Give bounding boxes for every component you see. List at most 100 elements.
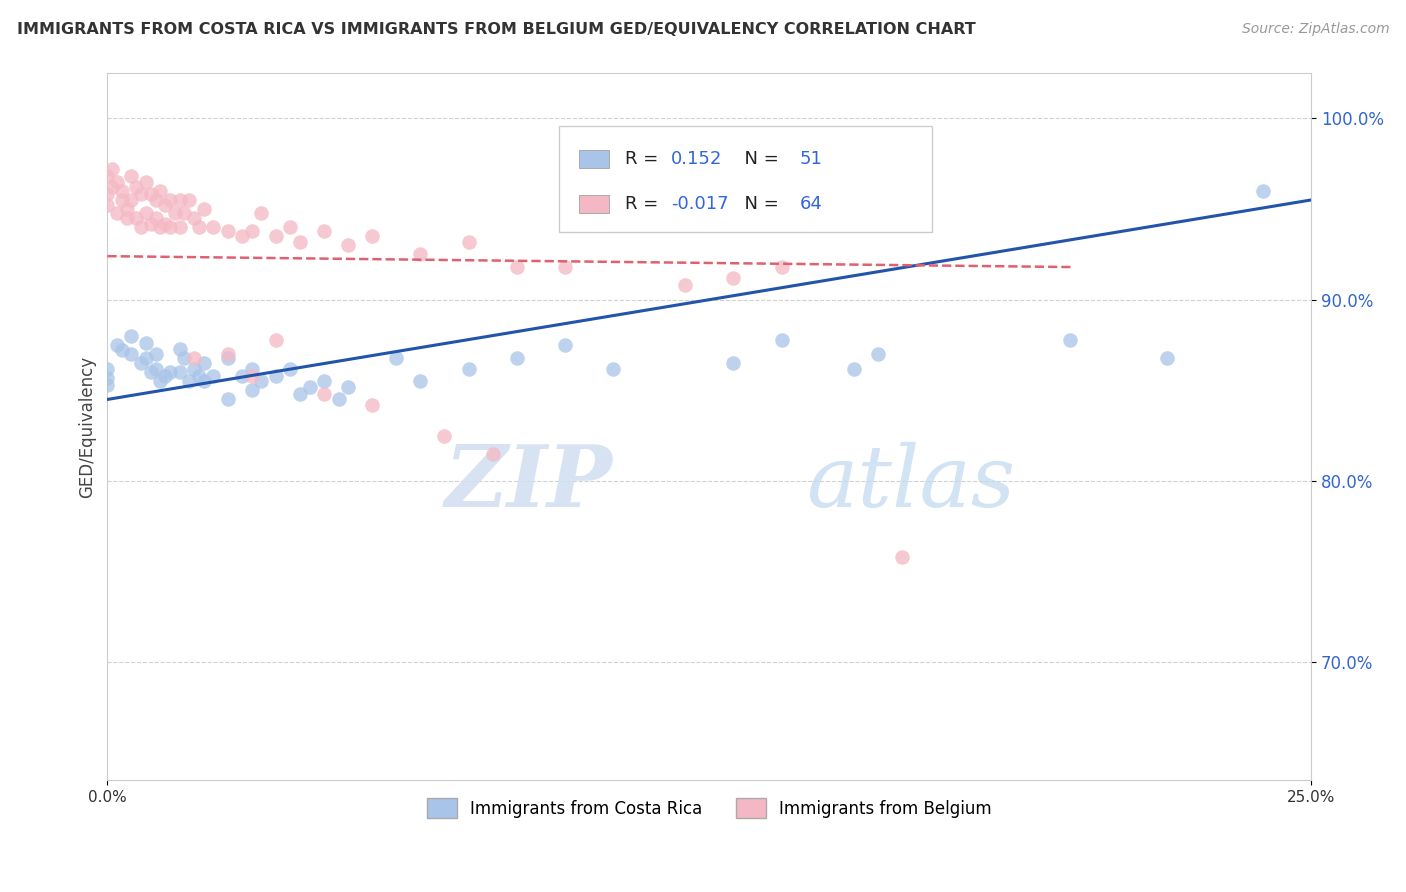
- Text: R =: R =: [626, 150, 664, 169]
- Point: [96, 378, 118, 392]
- Y-axis label: GED/Equivalency: GED/Equivalency: [79, 356, 96, 498]
- Point: [337, 238, 360, 252]
- Point: [723, 356, 745, 370]
- Text: atlas: atlas: [806, 442, 1015, 524]
- Point: [361, 229, 384, 244]
- Text: N =: N =: [734, 150, 785, 169]
- Point: [240, 361, 263, 376]
- Point: [129, 220, 152, 235]
- Point: [193, 374, 215, 388]
- Point: [125, 211, 148, 225]
- Text: 51: 51: [800, 150, 823, 169]
- Point: [183, 351, 205, 365]
- Point: [602, 361, 624, 376]
- Point: [217, 351, 239, 365]
- Text: IMMIGRANTS FROM COSTA RICA VS IMMIGRANTS FROM BELGIUM GED/EQUIVALENCY CORRELATIO: IMMIGRANTS FROM COSTA RICA VS IMMIGRANTS…: [17, 22, 976, 37]
- Point: [337, 380, 360, 394]
- Point: [111, 343, 134, 358]
- Point: [890, 550, 912, 565]
- Point: [173, 205, 195, 219]
- Point: [179, 374, 201, 388]
- Point: [264, 333, 287, 347]
- Point: [240, 384, 263, 398]
- Point: [169, 342, 191, 356]
- Point: [187, 368, 209, 383]
- Point: [169, 193, 191, 207]
- Point: [96, 169, 118, 184]
- Point: [554, 260, 576, 274]
- Point: [105, 338, 128, 352]
- Point: [193, 202, 215, 216]
- Point: [159, 365, 181, 379]
- Point: [231, 229, 253, 244]
- Point: [145, 347, 167, 361]
- Point: [115, 202, 138, 216]
- Point: [145, 211, 167, 225]
- Point: [250, 205, 273, 219]
- Point: [770, 260, 793, 274]
- Point: [187, 220, 209, 235]
- Point: [96, 187, 118, 202]
- Point: [240, 224, 263, 238]
- Point: [231, 368, 253, 383]
- Point: [153, 368, 176, 383]
- Text: 64: 64: [800, 194, 823, 213]
- Point: [505, 351, 527, 365]
- Point: [240, 368, 263, 383]
- Point: [481, 447, 503, 461]
- Point: [96, 198, 118, 212]
- Point: [298, 380, 321, 394]
- Point: [183, 211, 205, 225]
- Point: [385, 351, 408, 365]
- Point: [312, 387, 335, 401]
- FancyBboxPatch shape: [558, 126, 932, 232]
- Point: [120, 193, 142, 207]
- Point: [169, 365, 191, 379]
- Point: [149, 184, 172, 198]
- Point: [1156, 351, 1178, 365]
- Point: [139, 187, 162, 202]
- Point: [173, 351, 195, 365]
- Point: [163, 205, 186, 219]
- Text: Source: ZipAtlas.com: Source: ZipAtlas.com: [1241, 22, 1389, 37]
- Point: [842, 361, 865, 376]
- Point: [169, 220, 191, 235]
- Point: [409, 374, 432, 388]
- Point: [101, 162, 124, 177]
- Point: [96, 370, 118, 384]
- Point: [115, 211, 138, 225]
- Text: R =: R =: [626, 194, 664, 213]
- Point: [129, 187, 152, 202]
- Point: [409, 247, 432, 261]
- Point: [135, 175, 157, 189]
- Legend: Immigrants from Costa Rica, Immigrants from Belgium: Immigrants from Costa Rica, Immigrants f…: [420, 791, 998, 825]
- Point: [264, 368, 287, 383]
- Point: [1251, 184, 1274, 198]
- Point: [120, 329, 142, 343]
- Point: [202, 220, 225, 235]
- Point: [105, 175, 128, 189]
- Point: [866, 347, 889, 361]
- Point: [159, 220, 181, 235]
- Point: [101, 180, 124, 194]
- Point: [159, 193, 181, 207]
- Text: -0.017: -0.017: [671, 194, 728, 213]
- Point: [723, 271, 745, 285]
- Point: [288, 387, 311, 401]
- Point: [433, 428, 456, 442]
- FancyBboxPatch shape: [579, 151, 609, 168]
- Point: [312, 374, 335, 388]
- Point: [217, 224, 239, 238]
- FancyBboxPatch shape: [579, 195, 609, 212]
- Point: [505, 260, 527, 274]
- Point: [135, 336, 157, 351]
- Point: [457, 361, 479, 376]
- Point: [120, 169, 142, 184]
- Point: [328, 392, 350, 407]
- Point: [139, 217, 162, 231]
- Point: [179, 193, 201, 207]
- Point: [217, 347, 239, 361]
- Point: [111, 193, 134, 207]
- Point: [145, 361, 167, 376]
- Point: [145, 193, 167, 207]
